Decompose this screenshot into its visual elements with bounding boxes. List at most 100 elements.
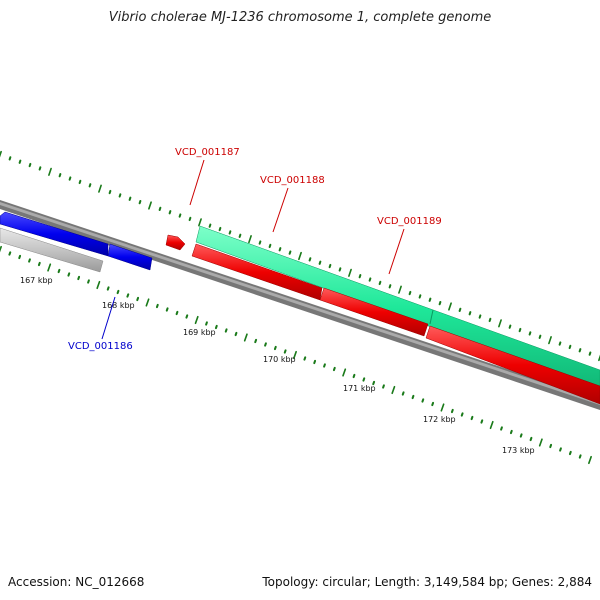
- outer-ring-major-tick: [298, 251, 302, 261]
- outer-ring-minor-tick: [108, 189, 112, 195]
- outer-ring-minor-tick: [128, 196, 132, 201]
- outer-ring-minor-tick: [528, 331, 532, 336]
- gene-boundary: [429, 309, 434, 325]
- outer-ring-minor-tick: [408, 290, 412, 296]
- outer-ring-minor-tick: [458, 307, 462, 313]
- outer-ring-minor-tick: [138, 199, 142, 205]
- outer-ring-major-tick: [448, 302, 452, 311]
- inner-ring-major-tick: [489, 420, 494, 430]
- inner-ring-minor-tick: [303, 356, 307, 361]
- gene-gray[interactable]: [0, 227, 104, 273]
- inner-ring-minor-tick: [126, 293, 130, 298]
- outer-ring-minor-tick: [328, 263, 332, 269]
- outer-ring-minor-tick: [278, 247, 282, 252]
- outer-ring-minor-tick: [378, 280, 382, 286]
- outer-ring-minor-tick: [238, 233, 242, 238]
- inner-ring-major-tick: [194, 315, 199, 325]
- inner-ring-major-tick: [0, 245, 2, 253]
- outer-ring-major-tick: [598, 354, 600, 362]
- outer-ring-minor-tick: [258, 240, 262, 245]
- gene-label-vcd-001188[interactable]: VCD_001188: [260, 175, 325, 186]
- outer-ring-minor-tick: [208, 223, 212, 228]
- inner-ring-minor-tick: [411, 394, 415, 400]
- inner-ring-minor-tick: [500, 426, 503, 431]
- inner-ring-minor-tick: [57, 268, 61, 274]
- inner-ring-major-tick: [47, 263, 52, 272]
- outer-ring-minor-tick: [568, 344, 572, 350]
- inner-ring-minor-tick: [175, 310, 179, 316]
- inner-ring-minor-tick: [578, 454, 582, 459]
- inner-ring-minor-tick: [450, 408, 454, 414]
- inner-ring-minor-tick: [313, 359, 317, 365]
- inner-ring-minor-tick: [568, 450, 572, 456]
- outer-ring-minor-tick: [88, 183, 92, 188]
- gene-vcd-001187-fragment[interactable]: [165, 234, 186, 251]
- inner-ring-major-tick: [145, 298, 150, 307]
- inner-ring-major-tick: [243, 333, 248, 342]
- inner-ring-minor-tick: [352, 373, 356, 379]
- leader-line-vcd-001186: [101, 296, 116, 340]
- outer-ring-minor-tick: [418, 294, 422, 299]
- scale-label-168: 168 kbp: [102, 301, 135, 310]
- scale-label-170: 170 kbp: [263, 355, 296, 364]
- outer-ring-minor-tick: [228, 230, 232, 235]
- outer-ring-minor-tick: [188, 216, 192, 222]
- inner-ring-minor-tick: [509, 429, 513, 435]
- scale-label-172: 172 kbp: [423, 415, 456, 424]
- outer-ring-major-tick: [348, 268, 352, 277]
- gene-red-2[interactable]: [319, 287, 429, 337]
- outer-ring-minor-tick: [58, 173, 62, 178]
- outer-ring-minor-tick: [468, 311, 472, 316]
- outer-ring-minor-tick: [338, 267, 342, 272]
- inner-ring-minor-tick: [372, 380, 376, 386]
- outer-ring-minor-tick: [578, 348, 582, 353]
- scale-label-173: 173 kbp: [502, 446, 535, 455]
- inner-ring-minor-tick: [519, 433, 523, 438]
- inner-ring-minor-tick: [549, 443, 553, 449]
- inner-ring-minor-tick: [264, 342, 267, 347]
- gene-label-vcd-001189[interactable]: VCD_001189: [377, 216, 442, 227]
- outer-ring-minor-tick: [268, 243, 272, 249]
- gene-label-vcd-001186[interactable]: VCD_001186: [68, 341, 133, 352]
- inner-ring-minor-tick: [67, 272, 71, 277]
- gene-vcd-001185-blue[interactable]: [0, 211, 109, 257]
- outer-tick-ring: [0, 150, 600, 362]
- outer-ring-minor-tick: [538, 334, 542, 339]
- inner-ring-minor-tick: [529, 436, 533, 442]
- inner-ring-minor-tick: [283, 349, 287, 354]
- genome-summary: Topology: circular; Length: 3,149,584 bp…: [262, 575, 592, 589]
- outer-ring-minor-tick: [438, 300, 442, 306]
- inner-ring-major-tick: [96, 280, 101, 290]
- outer-ring-minor-tick: [478, 314, 482, 319]
- outer-ring-minor-tick: [388, 284, 392, 289]
- outer-ring-minor-tick: [18, 159, 22, 164]
- inner-ring-minor-tick: [205, 321, 208, 326]
- outer-ring-major-tick: [0, 150, 2, 158]
- outer-ring-minor-tick: [38, 166, 42, 171]
- inner-ring-minor-tick: [382, 384, 385, 389]
- gene-vcd-001189-green[interactable]: [195, 225, 600, 389]
- outer-ring-major-tick: [248, 235, 252, 244]
- inner-ring-minor-tick: [480, 419, 484, 424]
- inner-ring-major-tick: [538, 438, 543, 447]
- inner-ring-minor-tick: [224, 328, 228, 333]
- outer-ring-minor-tick: [358, 274, 362, 279]
- outer-ring-minor-tick: [308, 257, 312, 262]
- inner-ring-minor-tick: [8, 251, 12, 256]
- outer-ring-major-tick: [548, 336, 552, 345]
- inner-ring-minor-tick: [421, 398, 425, 403]
- outer-ring-major-tick: [498, 319, 502, 328]
- gene-vcd-001186-blue[interactable]: [107, 243, 153, 271]
- outer-ring-major-tick: [98, 184, 102, 193]
- map-title: Vibrio cholerae MJ-1236 chromosome 1, co…: [108, 10, 492, 25]
- outer-ring-minor-tick: [8, 156, 12, 161]
- outer-ring-minor-tick: [318, 260, 322, 265]
- outer-ring-minor-tick: [28, 162, 32, 168]
- gene-label-vcd-001187[interactable]: VCD_001187: [175, 147, 240, 158]
- inner-ring-minor-tick: [116, 289, 120, 295]
- outer-ring-minor-tick: [78, 179, 82, 185]
- gene-red-3[interactable]: [425, 325, 600, 405]
- inner-ring-minor-tick: [28, 258, 31, 263]
- outer-ring-minor-tick: [588, 351, 592, 356]
